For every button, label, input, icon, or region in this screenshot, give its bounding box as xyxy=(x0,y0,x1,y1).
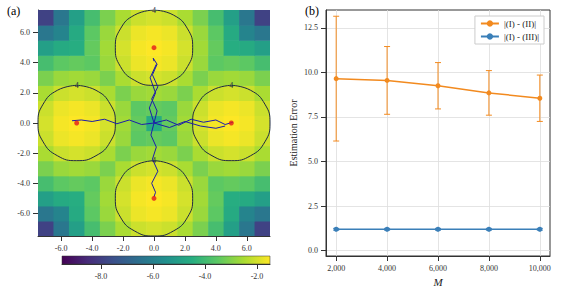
svg-text:12.5: 12.5 xyxy=(304,23,318,32)
svg-text:0.0: 0.0 xyxy=(308,246,318,255)
svg-text:8,000: 8,000 xyxy=(480,264,498,273)
svg-text:10.0: 10.0 xyxy=(304,68,318,77)
svg-text:-6.0: -6.0 xyxy=(147,272,160,281)
svg-text:|(I) - (II)|: |(I) - (II)| xyxy=(504,19,536,29)
svg-text:Estimation Error: Estimation Error xyxy=(288,99,299,167)
svg-text:7.5: 7.5 xyxy=(308,112,318,121)
svg-text:-2.0: -2.0 xyxy=(251,272,264,281)
svg-text:4: 4 xyxy=(152,156,156,165)
svg-text:2,000: 2,000 xyxy=(327,264,345,273)
svg-text:6.0: 6.0 xyxy=(242,244,252,253)
svg-text:6.0: 6.0 xyxy=(20,28,30,37)
svg-text:10,000: 10,000 xyxy=(529,264,551,273)
svg-text:-2.0: -2.0 xyxy=(117,244,130,253)
svg-text:4: 4 xyxy=(152,6,156,15)
svg-text:2.0: 2.0 xyxy=(180,244,190,253)
svg-text:6,000: 6,000 xyxy=(429,264,447,273)
svg-text:(a): (a) xyxy=(7,4,20,18)
svg-text:4.0: 4.0 xyxy=(20,58,30,67)
svg-text:2.0: 2.0 xyxy=(20,88,30,97)
svg-text:0.0: 0.0 xyxy=(149,244,159,253)
svg-text:0.0: 0.0 xyxy=(20,119,30,128)
svg-text:|(I) - (III)|: |(I) - (III)| xyxy=(504,32,539,42)
svg-text:-4.0: -4.0 xyxy=(199,272,212,281)
svg-text:-2.0: -2.0 xyxy=(17,149,30,158)
svg-text:4.0: 4.0 xyxy=(211,244,221,253)
svg-text:-6.0: -6.0 xyxy=(17,209,30,218)
svg-text:-4.0: -4.0 xyxy=(17,179,30,188)
svg-text:-8.0: -8.0 xyxy=(95,272,108,281)
svg-text:-6.0: -6.0 xyxy=(55,244,68,253)
svg-text:M: M xyxy=(432,276,443,288)
svg-text:-4.0: -4.0 xyxy=(86,244,99,253)
svg-text:4: 4 xyxy=(229,81,233,90)
svg-text:5.0: 5.0 xyxy=(308,157,318,166)
svg-text:(b): (b) xyxy=(305,4,319,18)
svg-text:4: 4 xyxy=(75,81,79,90)
svg-text:2.5: 2.5 xyxy=(308,202,318,211)
svg-text:4,000: 4,000 xyxy=(378,264,396,273)
